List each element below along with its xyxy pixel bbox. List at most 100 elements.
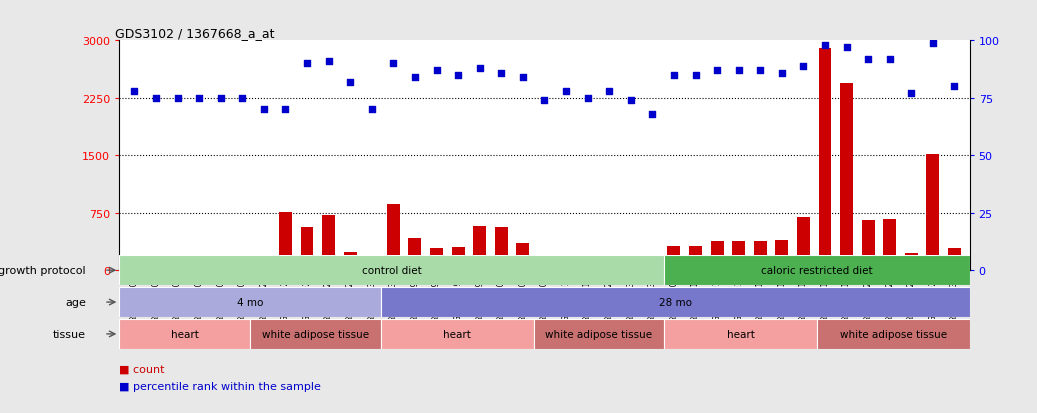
Text: heart: heart	[727, 329, 755, 339]
Point	[795, 63, 812, 70]
Bar	[279, 212, 291, 271]
Bar	[430, 248, 443, 271]
Point	[925, 40, 942, 47]
Point	[600, 88, 617, 95]
Text: ■ percentile rank within the sample: ■ percentile rank within the sample	[119, 381, 321, 391]
Point	[774, 70, 790, 77]
Point	[881, 56, 898, 63]
Point	[752, 68, 768, 74]
Point	[407, 75, 423, 81]
Bar	[926, 154, 940, 271]
Bar	[624, 261, 637, 271]
Point	[191, 95, 207, 102]
Text: heart: heart	[171, 329, 199, 339]
Point	[622, 97, 639, 104]
Point	[127, 88, 143, 95]
Bar	[193, 258, 205, 271]
Bar	[381, 287, 970, 317]
Point	[903, 91, 920, 97]
Bar	[235, 259, 249, 271]
Point	[666, 72, 682, 79]
Text: white adipose tissue: white adipose tissue	[262, 329, 369, 339]
Point	[428, 68, 445, 74]
Point	[364, 107, 381, 114]
Bar	[689, 247, 702, 271]
Text: age: age	[65, 297, 86, 307]
Text: 4 mo: 4 mo	[236, 297, 263, 307]
Bar	[128, 255, 141, 271]
Bar	[119, 256, 665, 285]
Bar	[776, 241, 788, 271]
Text: white adipose tissue: white adipose tissue	[545, 329, 652, 339]
Point	[688, 72, 704, 79]
Point	[169, 95, 186, 102]
Bar	[533, 319, 665, 349]
Bar	[473, 226, 486, 271]
Point	[493, 70, 509, 77]
Bar	[560, 264, 572, 271]
Bar	[538, 255, 551, 271]
Bar	[754, 242, 766, 271]
Bar	[119, 287, 381, 317]
Point	[385, 61, 401, 68]
Bar	[171, 258, 184, 271]
Point	[320, 59, 337, 65]
Bar	[323, 216, 335, 271]
Bar	[250, 319, 381, 349]
Text: white adipose tissue: white adipose tissue	[840, 329, 947, 339]
Text: tissue: tissue	[53, 329, 86, 339]
Bar	[343, 252, 357, 271]
Point	[838, 45, 854, 52]
Bar	[516, 244, 529, 271]
Bar	[817, 319, 970, 349]
Point	[213, 95, 229, 102]
Text: GDS3102 / 1367668_a_at: GDS3102 / 1367668_a_at	[115, 27, 275, 40]
Bar	[646, 264, 658, 271]
Point	[277, 107, 293, 114]
Bar	[215, 259, 227, 271]
Bar	[668, 247, 680, 271]
Point	[558, 88, 574, 95]
Text: growth protocol: growth protocol	[0, 266, 86, 275]
Point	[472, 66, 488, 72]
Text: caloric restricted diet: caloric restricted diet	[761, 266, 873, 275]
Text: ■ count: ■ count	[119, 364, 165, 374]
Bar	[665, 319, 817, 349]
Point	[708, 68, 725, 74]
Bar	[884, 219, 896, 271]
Point	[817, 43, 834, 49]
Bar	[710, 242, 724, 271]
Bar	[119, 319, 250, 349]
Bar	[905, 254, 918, 271]
Bar	[381, 319, 533, 349]
Text: heart: heart	[443, 329, 471, 339]
Point	[860, 56, 876, 63]
Point	[299, 61, 315, 68]
Text: 28 mo: 28 mo	[658, 297, 692, 307]
Point	[514, 75, 531, 81]
Bar	[602, 259, 616, 271]
Point	[147, 95, 164, 102]
Bar	[948, 248, 961, 271]
Point	[536, 97, 553, 104]
Point	[450, 72, 467, 79]
Point	[580, 95, 596, 102]
Bar	[862, 221, 874, 271]
Bar	[581, 261, 594, 271]
Bar	[797, 217, 810, 271]
Point	[644, 112, 661, 118]
Bar	[495, 228, 508, 271]
Bar	[818, 49, 832, 271]
Text: control diet: control diet	[362, 266, 422, 275]
Bar	[840, 83, 853, 271]
Bar	[257, 261, 271, 271]
Bar	[365, 259, 379, 271]
Point	[255, 107, 272, 114]
Point	[234, 95, 251, 102]
Point	[730, 68, 747, 74]
Bar	[452, 248, 465, 271]
Bar	[387, 204, 400, 271]
Bar	[665, 256, 970, 285]
Bar	[732, 242, 746, 271]
Bar	[149, 261, 163, 271]
